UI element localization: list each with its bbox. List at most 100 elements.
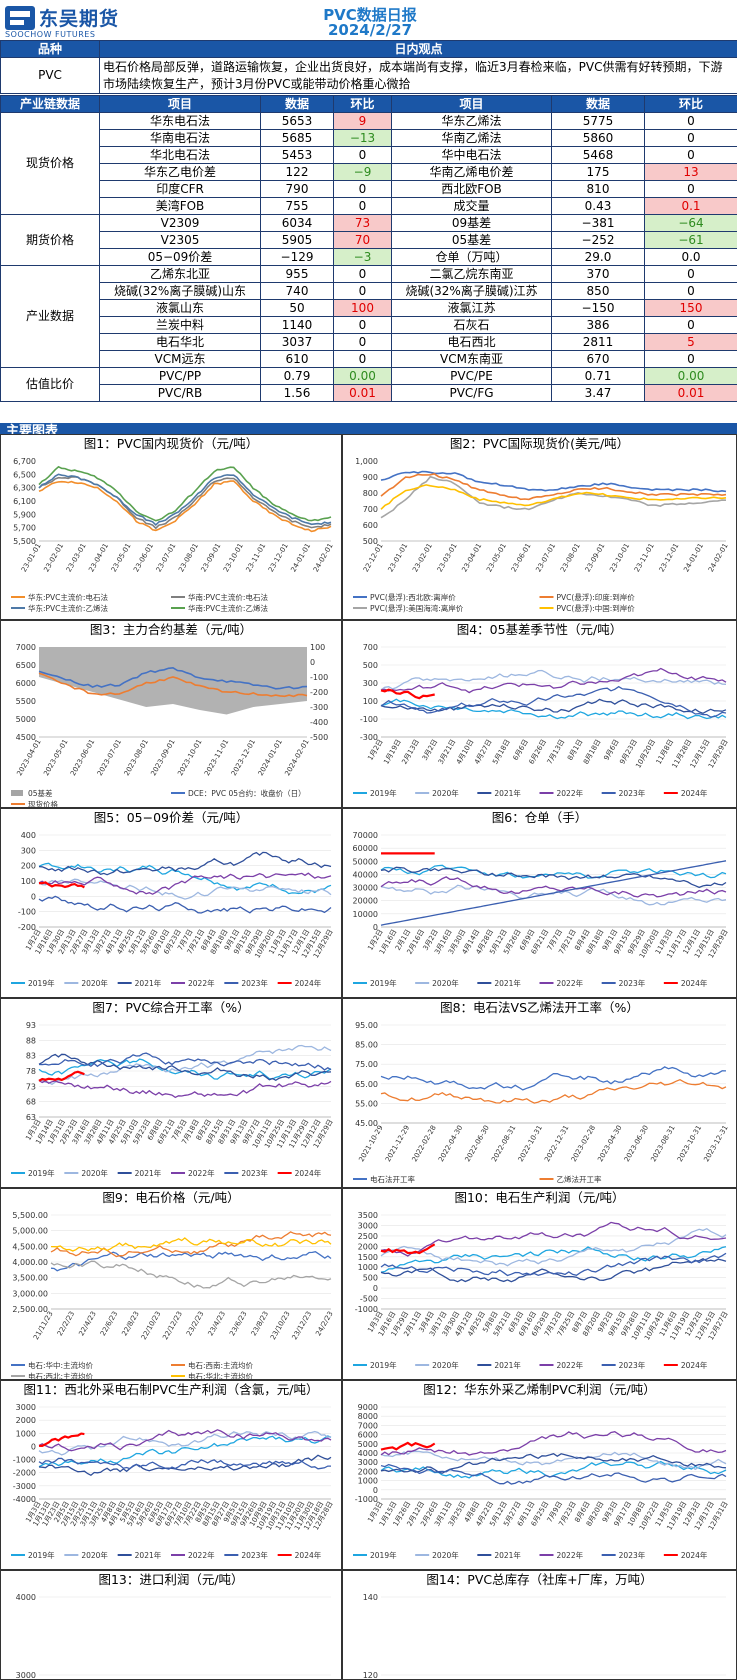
x-tick-label: 2023-12-01 — [230, 738, 257, 777]
chart-title: 图3：主力合约基差（元/吨） — [89, 622, 253, 637]
x-tick-label: 23-03-01 — [436, 542, 459, 574]
value-cell: 5685 — [260, 129, 334, 147]
y-tick-label: -100 — [360, 715, 378, 724]
change-cell: 0.01 — [644, 384, 737, 402]
x-tick-label: 6月6日 — [512, 738, 530, 762]
series-line — [380, 698, 727, 715]
value-cell: 29.0 — [551, 248, 645, 266]
x-tick-label: 23-11-01 — [633, 542, 656, 574]
y-tick-label: 75.00 — [355, 1060, 378, 1069]
series-line — [38, 1079, 332, 1099]
x-tick-label: 23-10-01 — [222, 542, 245, 574]
x-tick-label: 23-04-01 — [87, 542, 110, 574]
x-tick-label: 23-08-01 — [177, 542, 200, 574]
change-cell: −61 — [644, 231, 737, 249]
chart-svg: 6,700 6,500 6,300 6,100 5,900 5,700 5,50023-01… — [11, 457, 335, 613]
y-tick-label: 70000 — [353, 831, 378, 840]
x-tick-label: 23/10/23 — [269, 1310, 292, 1341]
report-title: PVC数据日报 — [323, 6, 417, 24]
series-line — [50, 1231, 332, 1258]
dh-chg1: 环比 — [333, 95, 392, 113]
item-cell: 烧碱(32%离子膜碱)江苏 — [391, 282, 552, 300]
x-tick-label: 22-12-01 — [362, 542, 385, 574]
y-tick-label: 6500 — [16, 661, 36, 670]
chart-title: 图7：PVC综合开工率（%） — [92, 1000, 250, 1015]
value-cell: 850 — [551, 282, 645, 300]
value-cell: 122 — [260, 163, 334, 181]
legend-entry: 2019年 — [370, 788, 397, 798]
y-tick-label: 4,000.00 — [12, 1258, 48, 1267]
y-tick-label: 3,000.00 — [12, 1289, 48, 1298]
item-cell: PVC/RB — [99, 384, 261, 402]
change-cell: 0 — [333, 180, 392, 198]
dh-chain: 产业链数据 — [0, 95, 100, 113]
chart-svg: 140 120 — [363, 1593, 726, 1679]
change-cell: 0 — [644, 180, 737, 198]
x-tick-label: 2023-02-28 — [570, 1124, 597, 1163]
series-line — [38, 465, 332, 522]
category-cell: 产业数据 — [0, 265, 100, 368]
legend-entry: 2022年 — [188, 978, 215, 988]
item-cell: PVC/PP — [99, 367, 261, 385]
chart-title: 图2：PVC国际现货价(美元/吨） — [449, 436, 630, 451]
change-cell: 0 — [333, 316, 392, 334]
legend-entry: 2024年 — [681, 788, 708, 798]
y-tick-label: 100 — [363, 697, 378, 706]
legend-entry: 华东:PVC主流价:电石法 — [28, 592, 108, 602]
item-cell: 09基差 — [391, 214, 552, 232]
value-cell: 5860 — [551, 129, 645, 147]
col-view: 日内观点 — [99, 40, 737, 58]
y-tick-label: 800 — [363, 489, 378, 498]
x-tick-label: 21/11/23 — [32, 1310, 55, 1341]
item-cell: VCM远东 — [99, 350, 261, 368]
series-line — [380, 1243, 436, 1255]
y-tick-label: -2000 — [13, 1469, 36, 1478]
chart-title: 图5：05−09价差（元/吨） — [93, 810, 249, 825]
legend-entry: 2023年 — [241, 1550, 268, 1560]
series-line — [380, 669, 727, 691]
report-date: 2024/2/27 — [327, 21, 413, 39]
x-tick-label: 24-02-01 — [312, 542, 335, 574]
change-cell: 0.1 — [644, 197, 737, 215]
legend-entry: 2020年 — [432, 1550, 459, 1560]
change-cell: 0 — [333, 333, 392, 351]
legend-entry: 华南:PVC主流价:乙烯法 — [188, 603, 268, 613]
x-tick-label: 24-01-01 — [289, 542, 312, 574]
y-tick-label: 200 — [21, 862, 36, 871]
value-cell: 670 — [551, 350, 645, 368]
x-tick-label: 23/4/23 — [207, 1310, 227, 1337]
item-cell: 电石西北 — [391, 333, 552, 351]
category-cell: 估值比价 — [0, 367, 100, 402]
item-cell: 石灰石 — [391, 316, 552, 334]
value-cell: 740 — [260, 282, 334, 300]
item-cell: VCM东南亚 — [391, 350, 552, 368]
dh-item1: 项目 — [99, 95, 261, 113]
legend-entry: PVC(悬浮):印度:到岸价 — [557, 592, 636, 602]
company-logo: 东吴期货 SOOCHOW FUTURES — [5, 4, 155, 39]
x-tick-label: 22/10/23 — [140, 1310, 163, 1341]
value-cell: 810 — [551, 180, 645, 198]
x-tick-label: 23-10-01 — [608, 542, 631, 574]
legend-entry: 2020年 — [432, 1360, 459, 1370]
x-tick-label: 9月6日 — [602, 738, 620, 762]
y-tick-label: 9000 — [358, 1403, 378, 1412]
chart-panel: 图11：西北外采电石制PVC生产利润（含氯，元/吨） 3000 2000 1000 0 -… — [0, 1380, 342, 1570]
change-cell: 0 — [644, 112, 737, 130]
x-tick-label: 22/8/23 — [120, 1310, 140, 1337]
y-tick-label: 6,100 — [13, 497, 36, 506]
change-cell: 0 — [644, 282, 737, 300]
series-line — [380, 1463, 727, 1485]
change-cell: 0 — [644, 265, 737, 283]
chart-panel: 图6：仓单（手） 70000 60000 50000 40000 30000 20000 10… — [342, 808, 737, 998]
series-line — [380, 860, 727, 926]
legend-entry: 2021年 — [135, 978, 162, 988]
x-tick-label: 23-01-01 — [20, 542, 43, 574]
y-tick-label: -1000 — [13, 1456, 36, 1465]
y2-tick-label: -400 — [310, 718, 328, 727]
y-tick-label: 300 — [363, 679, 378, 688]
chart-svg: 3500300025002000150010005000-500-10001月3… — [353, 1211, 730, 1370]
x-tick-label: 2023-04-30 — [596, 1124, 623, 1163]
value-cell: −129 — [260, 248, 334, 266]
y-tick-label: 2000 — [358, 1467, 378, 1476]
